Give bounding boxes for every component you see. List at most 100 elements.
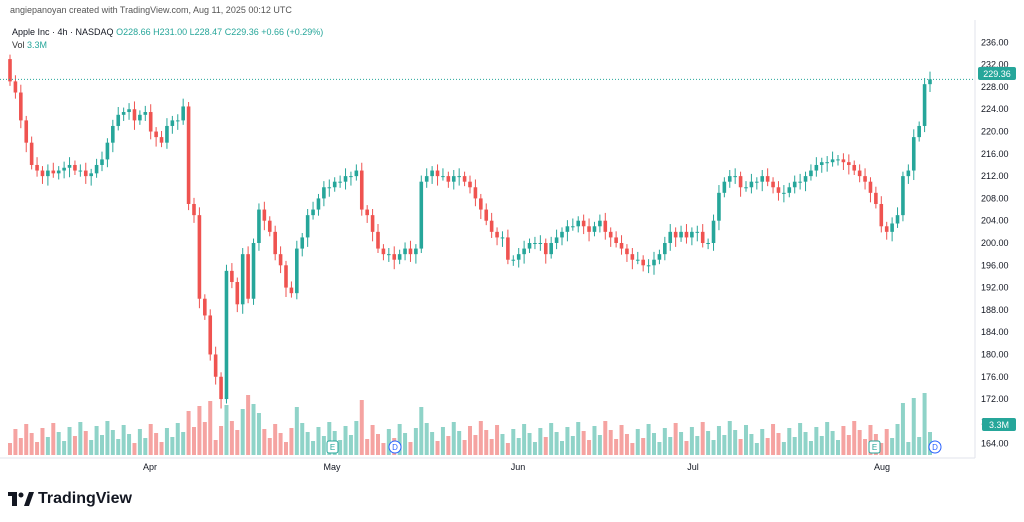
candle-body — [592, 226, 597, 232]
volume-bar — [624, 434, 629, 455]
volume-bar — [489, 439, 494, 455]
volume-bar — [89, 440, 94, 455]
candle-body — [549, 243, 553, 255]
candle-body — [495, 231, 499, 238]
candle-body — [765, 176, 770, 182]
candle-body — [235, 282, 240, 305]
candle-body — [349, 176, 353, 178]
legend: Apple Inc · 4h · NASDAQ O228.66 H231.00 … — [12, 26, 323, 52]
candle-body — [332, 181, 337, 188]
candle-body — [533, 243, 537, 244]
candle-body — [121, 112, 126, 115]
volume-bar — [83, 431, 88, 455]
volume-bar — [700, 422, 705, 455]
y-tick-label: 176.00 — [981, 372, 1009, 382]
candle-body — [105, 142, 110, 160]
volume-bar — [110, 430, 115, 455]
price-chart[interactable]: 236.00 232.00 228.00 224.00 220.00 216.00 212.… — [0, 0, 1024, 490]
volume-bar — [635, 429, 640, 455]
candle-body — [874, 192, 878, 204]
candle-body — [392, 254, 397, 260]
candle-body — [782, 192, 786, 194]
candle-body — [792, 181, 797, 188]
dividend-marker-aug[interactable]: D — [928, 440, 942, 454]
candle-body — [911, 137, 916, 171]
candle-body — [462, 176, 467, 182]
candle-body — [538, 243, 543, 244]
volume-bar — [868, 425, 873, 455]
volume-bar — [711, 440, 716, 455]
candle-body — [527, 243, 532, 249]
candle-body — [40, 170, 45, 177]
volume-bar — [473, 435, 478, 455]
legend-change: +0.66 (+0.29%) — [261, 27, 324, 37]
dividend-marker-may[interactable]: D — [388, 440, 402, 454]
x-axis: Apr May Jun Jul Aug — [0, 457, 975, 472]
tv-logo-icon — [8, 491, 34, 506]
volume-bar — [603, 421, 608, 455]
candle-body — [132, 109, 137, 121]
dividend-circle — [388, 440, 402, 454]
candle-body — [668, 231, 673, 243]
volume-bar — [273, 424, 278, 455]
volume-bar — [900, 403, 905, 455]
candle-body — [749, 181, 754, 188]
volume-bar — [430, 432, 435, 455]
candle-body — [576, 220, 581, 227]
volume-bar — [781, 442, 786, 455]
volume-bar — [386, 429, 391, 455]
legend-symbol: Apple Inc · 4h · NASDAQ — [12, 27, 114, 37]
volume-bar — [397, 424, 402, 455]
candle-body — [684, 231, 689, 238]
volume-bar — [159, 442, 164, 455]
y-tick-label: 184.00 — [981, 327, 1009, 337]
candle-body — [89, 173, 93, 177]
tradingview-logo[interactable]: TradingView — [8, 490, 132, 508]
candle-body — [35, 164, 39, 171]
candle-body — [29, 142, 34, 165]
candle-body — [879, 203, 884, 227]
legend-open: O228.66 — [116, 27, 151, 37]
candle-body — [771, 181, 775, 188]
candle-body — [251, 243, 256, 299]
volume-bar — [532, 442, 537, 455]
candle-body — [397, 254, 402, 260]
candle-body — [338, 181, 342, 183]
volume-bar — [256, 413, 261, 455]
volume-bar — [863, 439, 868, 455]
candle-body — [511, 259, 516, 261]
legend-vol-value: 3.3M — [27, 40, 48, 50]
volume-bar — [825, 422, 830, 455]
x-tick-label: Jun — [511, 462, 526, 472]
candle-body — [787, 187, 792, 193]
candle-body — [403, 248, 407, 255]
candle-body — [83, 170, 88, 177]
volume-bar — [587, 440, 592, 455]
candle-body — [19, 92, 23, 121]
volume-bar — [846, 435, 851, 455]
candle-body — [890, 223, 894, 232]
volume-bar — [327, 422, 332, 455]
volume-bar — [229, 421, 234, 455]
volume-bar — [78, 422, 83, 455]
volume-bar — [668, 437, 673, 455]
candle-body — [322, 187, 326, 199]
earnings-marker-may[interactable]: E — [326, 440, 339, 454]
candle-body — [922, 84, 927, 126]
candle-body — [571, 226, 575, 228]
y-tick-label: 208.00 — [981, 193, 1009, 203]
y-tick-label: 188.00 — [981, 305, 1009, 315]
volume-bar — [706, 431, 711, 455]
candle-body — [267, 220, 272, 232]
creator-line: angiepanoyan created with TradingView.co… — [10, 5, 292, 15]
volume-bar — [906, 442, 911, 455]
candle-body — [679, 231, 683, 238]
y-tick-label: 196.00 — [981, 260, 1009, 270]
volume-bar — [771, 424, 776, 455]
volume-bar — [457, 431, 462, 455]
volume-bar — [219, 426, 224, 455]
candle-body — [154, 131, 158, 138]
candle-body — [143, 112, 148, 115]
earnings-marker-aug[interactable]: E — [868, 440, 881, 454]
volume-bar — [836, 440, 840, 455]
